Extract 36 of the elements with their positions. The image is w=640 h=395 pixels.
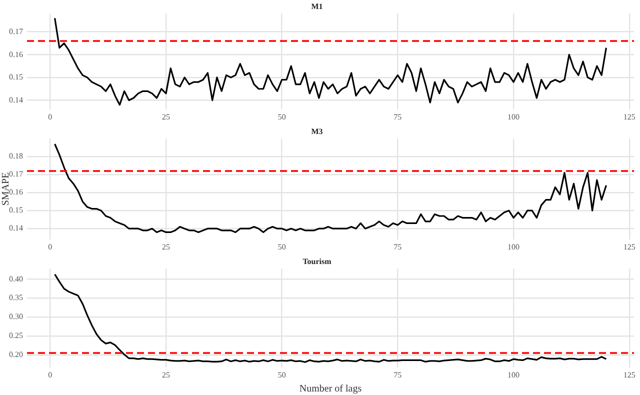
x-tick-label: 0 [48, 112, 52, 122]
chart-title: M3 [311, 126, 323, 136]
x-tick-label: 50 [278, 112, 286, 122]
x-tick-label: 0 [48, 370, 52, 380]
y-tick-label: 0.35 [9, 293, 23, 302]
x-tick-label: 75 [394, 370, 402, 380]
x-tick-label: 125 [623, 370, 636, 380]
y-tick-label: 0.17 [9, 26, 23, 36]
x-tick-label: 25 [162, 112, 170, 122]
y-tick-label: 0.20 [9, 350, 23, 359]
x-tick-label: 25 [162, 242, 170, 252]
y-tick-label: 0.17 [9, 170, 23, 179]
y-tick-label: 0.15 [9, 206, 23, 215]
x-tick-label: 0 [48, 242, 52, 252]
y-tick-label: 0.40 [9, 274, 23, 284]
x-tick-label: 75 [394, 242, 402, 252]
x-axis-title: Number of lags [299, 384, 362, 395]
x-tick-label: 75 [394, 112, 402, 122]
x-tick-label: 100 [508, 370, 520, 380]
x-tick-label: 50 [278, 370, 286, 380]
x-tick-label: 100 [508, 242, 520, 252]
y-tick-label: 0.15 [9, 72, 23, 82]
y-tick-label: 0.14 [9, 224, 23, 233]
x-tick-label: 125 [623, 242, 636, 252]
x-tick-label: 50 [278, 242, 286, 252]
y-tick-label: 0.16 [9, 50, 23, 59]
x-tick-label: 25 [162, 370, 170, 380]
chart-title: M1 [311, 2, 323, 11]
y-tick-label: 0.18 [9, 152, 23, 161]
x-tick-label: 125 [623, 112, 636, 122]
x-tick-label: 100 [508, 112, 520, 122]
y-tick-label: 0.25 [9, 331, 23, 340]
y-tick-label: 0.14 [9, 95, 23, 104]
chart-title: Tourism [302, 256, 332, 266]
y-tick-label: 0.16 [9, 188, 23, 197]
y-tick-label: 0.30 [9, 312, 23, 322]
